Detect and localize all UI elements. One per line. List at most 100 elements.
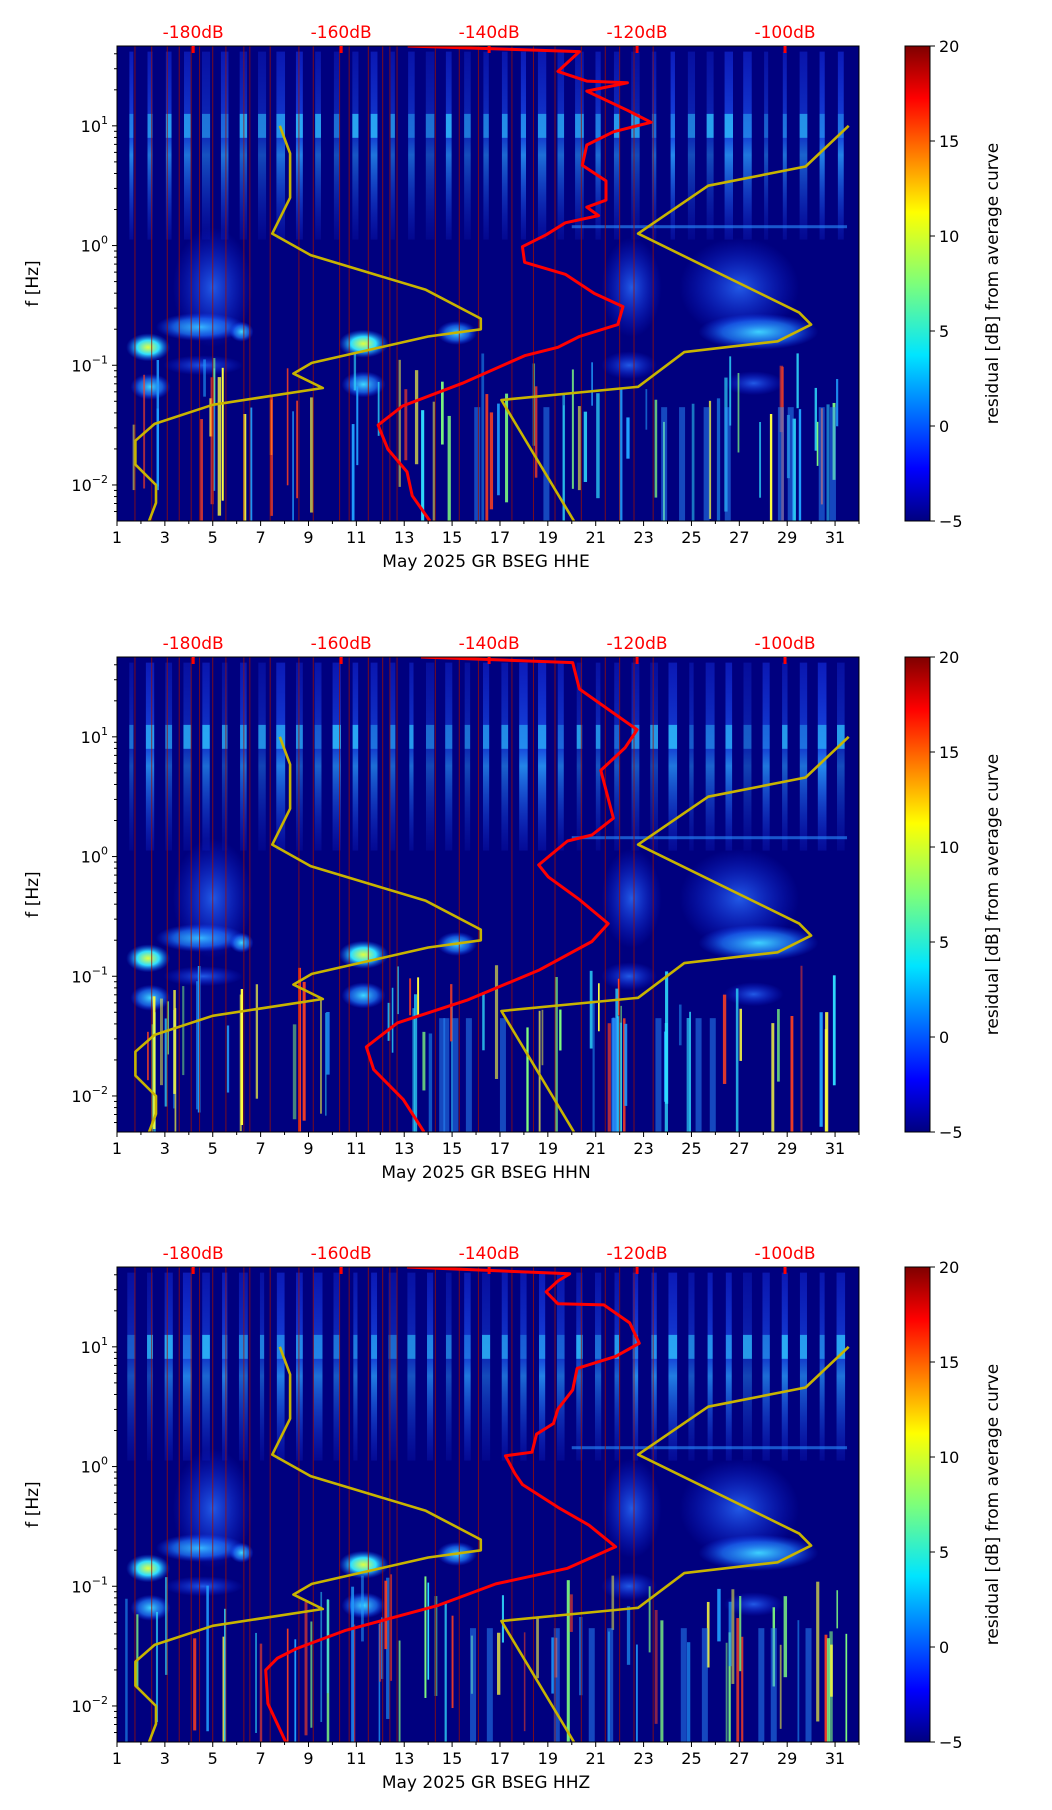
y-tick-label: 10−2 [71,1694,108,1716]
spectrogram-transient [830,1644,833,1697]
y-tick-exponent: 1 [101,725,108,738]
spectrogram-transient [597,983,600,1032]
spectrogram-transient [538,1010,541,1132]
colorbar-label: residual [dB] from average curve [983,754,1003,1035]
spectrogram-streak [276,51,286,240]
x-tick-label: 21 [586,1749,606,1768]
spectrogram-transient [792,418,796,521]
spectrogram-transient [206,1585,209,1732]
spectrogram-10hz-band [689,724,694,749]
spectrogram-streak [409,662,414,851]
x-tick-label: 11 [346,528,366,547]
colorbar-tick-label: 15 [939,743,959,762]
spectrogram-blob [126,1554,171,1583]
spectrogram-10hz-band [445,724,453,749]
spectrogram-transient [678,1004,682,1046]
y-axis-label: f [Hz] [23,1481,43,1527]
spectrogram-transient [351,1586,355,1742]
spectrogram-10hz-band [631,724,640,749]
x-tick-label: 17 [490,528,510,547]
spectrogram-10hz-band [332,724,341,749]
spectrogram-transient [797,1620,800,1742]
spectrogram-10hz-band [220,113,229,138]
spectrogram-10hz-band [464,724,471,749]
spectrogram-10hz-band [425,113,435,138]
x-tick-label: 11 [346,1749,366,1768]
x-tick-label: 13 [394,528,414,547]
db-tick-label: -120dB [607,634,668,654]
spectrogram-transient [310,397,314,513]
spectrogram-transient [222,1636,225,1742]
spectrogram-blob [679,848,800,949]
spectrogram-10hz-band [706,113,714,138]
x-tick-label: 3 [160,1139,170,1158]
db-tick-label: -140dB [459,23,520,43]
spectrogram-transient [562,394,566,521]
spectrogram-transient [286,368,289,486]
x-tick-label: 21 [586,528,606,547]
spectrogram-streak [539,1272,546,1461]
spectrogram-lowband [701,1628,708,1742]
spectrogram-transient [155,1611,159,1723]
spectrogram-streak [370,51,378,240]
spectrogram-transient [551,1637,554,1694]
spectrogram-transient [217,377,222,516]
spectrogram-10hz-band [333,113,340,138]
spectrogram-10hz-band [445,113,452,138]
y-tick-label: 100 [81,1455,108,1477]
colorbar-tick-label: 5 [939,322,949,341]
spectrogram-streak [165,51,172,240]
spectrogram-streak [183,662,192,851]
spectrogram-transient [451,1615,454,1709]
spectrogram-transient [777,1009,780,1082]
spectrogram-10hz-band [595,113,601,138]
x-tick-label: 5 [208,528,218,547]
spectrogram-streak [632,1272,639,1461]
spectrogram-transient [356,386,359,466]
spectrogram-transient [286,1628,289,1742]
colorbar-tick-label: 0 [939,1028,949,1047]
spectrogram-10hz-band [725,1334,732,1359]
spectrogram-transient [616,1016,620,1132]
y-tick-base: 10 [71,1577,91,1596]
spectrogram-transient [577,406,581,491]
colorbar-tick-label: 20 [939,648,959,667]
y-tick-label: 10−1 [71,353,108,375]
spectrogram-transient [166,1001,169,1055]
x-tick-label: 29 [777,528,797,547]
spectrogram-transient [320,1000,322,1114]
spectrogram-10hz-band [352,724,359,749]
spectrogram-transient [541,1009,544,1066]
y-tick-exponent: −2 [92,1084,108,1097]
spectrogram-streak [222,1272,228,1461]
y-tick-label: 101 [81,725,108,747]
spectrogram-transient [213,358,216,406]
spectrogram-transient [221,367,224,501]
spectrogram-transient [226,1025,230,1093]
y-tick-base: 10 [81,1338,101,1357]
spectrogram-10hz-band [782,724,788,749]
spectrogram-transient [422,1031,426,1091]
y-axis-label: f [Hz] [23,260,43,306]
y-tick-label: 10−1 [71,964,108,986]
x-tick-label: 21 [586,1139,606,1158]
spectrogram-10hz-band [222,1334,228,1359]
spectrogram-transient [203,359,206,397]
spectrogram-streak [145,662,155,851]
db-tick-label: -100dB [754,1244,815,1264]
spectrogram-transient [424,1576,427,1698]
spectrogram-10hz-band [353,1334,358,1359]
spectrogram-10hz-band [407,1334,416,1359]
y-tick-base: 10 [71,1697,91,1716]
spectrogram-streak [202,662,210,851]
spectrogram-lowband [709,1018,716,1132]
y-axis-label: f [Hz] [23,871,43,917]
spectrogram-10hz-band [707,1334,713,1359]
spectrogram-streak [407,1272,416,1461]
y-tick-exponent: 1 [101,114,108,127]
spectrogram-10hz-band [445,1334,452,1359]
spectrogram-10hz-band [799,724,808,749]
spectrogram-transient [559,1009,562,1051]
spectrogram-10hz-band [258,724,266,749]
spectrogram-transient [250,407,253,521]
